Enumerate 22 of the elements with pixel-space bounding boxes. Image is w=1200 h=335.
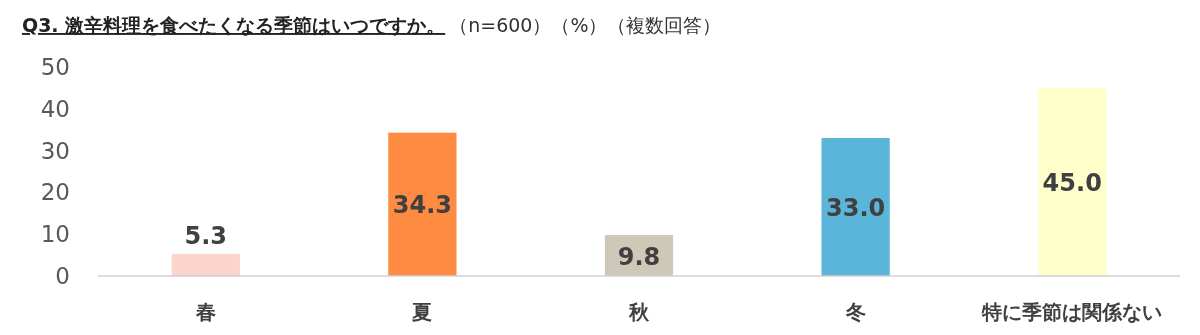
y-tick-label: 0 bbox=[55, 263, 70, 290]
bar bbox=[1038, 87, 1107, 276]
y-tick-label: 10 bbox=[40, 221, 70, 248]
bar bbox=[171, 253, 240, 276]
y-tick-label: 40 bbox=[40, 95, 70, 122]
bar bbox=[821, 138, 890, 276]
data-label: 45.0 bbox=[1042, 168, 1102, 197]
data-label: 5.3 bbox=[184, 221, 228, 250]
y-tick-label: 50 bbox=[40, 54, 70, 81]
chart-title: Q3. 激辛料理を食べたくなる季節はいつですか。 bbox=[22, 14, 446, 36]
y-tick-label: 30 bbox=[40, 137, 70, 164]
data-label: 34.3 bbox=[392, 191, 452, 220]
bar bbox=[388, 132, 457, 276]
chart-subtitle: （n=600）（%）（複数回答） bbox=[449, 14, 722, 36]
x-tick-label: 秋 bbox=[628, 300, 650, 324]
x-tick-label: 夏 bbox=[411, 300, 433, 324]
x-tick-label: 特に季節は関係ない bbox=[981, 300, 1163, 324]
y-tick-label: 20 bbox=[40, 179, 70, 206]
data-label: 33.0 bbox=[826, 194, 886, 223]
x-tick-label: 春 bbox=[194, 300, 216, 324]
data-label: 9.8 bbox=[617, 242, 661, 271]
x-tick-label: 冬 bbox=[844, 300, 866, 324]
